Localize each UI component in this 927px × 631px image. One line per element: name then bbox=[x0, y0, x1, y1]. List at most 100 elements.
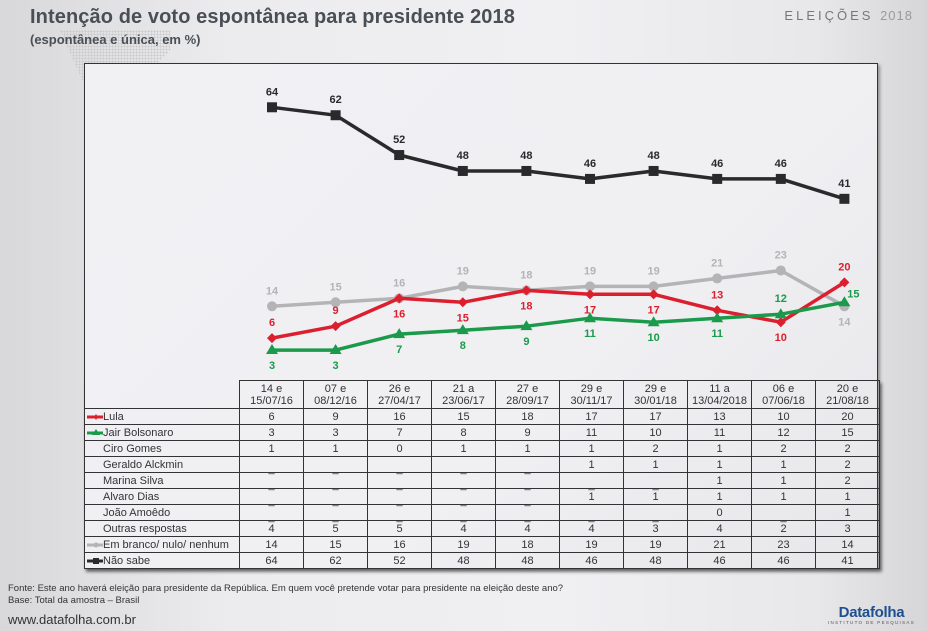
cell-value: 15 bbox=[329, 538, 342, 551]
data-point-diamond bbox=[839, 277, 850, 288]
no-data-dash: _ bbox=[652, 478, 659, 491]
table-cell: 23 bbox=[751, 536, 816, 553]
cell-value: 46 bbox=[777, 554, 790, 567]
cell-value: 4 bbox=[460, 522, 467, 535]
date-range-start: 29 e bbox=[644, 382, 667, 395]
cell-value: 7 bbox=[396, 426, 403, 439]
cell-value: 46 bbox=[713, 554, 726, 567]
data-label: 15 bbox=[847, 288, 859, 300]
no-data-dash: _ bbox=[396, 478, 403, 491]
data-point-square bbox=[267, 102, 277, 113]
table-cell: 5 bbox=[367, 520, 432, 537]
table-cell: _ bbox=[623, 504, 688, 523]
table-cell: 1 bbox=[687, 440, 752, 457]
table-cell: 4 bbox=[559, 520, 624, 537]
table-cell: 3 bbox=[815, 520, 880, 537]
table-cell: 15 bbox=[303, 536, 368, 553]
date-range-start: 14 e bbox=[260, 382, 283, 395]
table-cell: 1 bbox=[559, 456, 624, 473]
table-row: Marina Silva _ _ _ _ _ _ _ 1 1 2 bbox=[84, 472, 880, 491]
table-row: Ciro Gomes 1 1 0 1 1 1 2 1 2 2 bbox=[84, 440, 880, 457]
table-cell: 1 bbox=[431, 440, 496, 457]
row-label-cell: Ciro Gomes bbox=[84, 440, 240, 457]
table-cell: _ bbox=[239, 472, 304, 491]
data-point-triangle bbox=[838, 296, 851, 307]
cell-value: 48 bbox=[457, 554, 470, 567]
no-data-dash: _ bbox=[588, 510, 595, 523]
website-link[interactable]: www.datafolha.com.br bbox=[8, 612, 136, 627]
column-header-date: 26 e 27/04/17 bbox=[367, 380, 432, 409]
table-cell: 14 bbox=[815, 536, 880, 553]
no-data-dash: _ bbox=[332, 510, 339, 523]
cell-value: 15 bbox=[457, 410, 470, 423]
data-label: 52 bbox=[393, 134, 405, 146]
row-label-cell: João Amoêdo bbox=[84, 504, 240, 521]
series-bolsonaro: 3 3 7 8 9 11 10 11 12 15 bbox=[266, 288, 860, 372]
cell-value: 21 bbox=[713, 538, 726, 551]
cell-value: 10 bbox=[649, 426, 662, 439]
data-point-diamond bbox=[457, 297, 468, 308]
data-table: 14 e 15/07/16 07 e 08/12/16 26 e 27/04/17 21 a… bbox=[84, 380, 880, 569]
table-cell: 18 bbox=[495, 408, 560, 425]
table-cell: _ bbox=[751, 504, 816, 523]
data-label: 7 bbox=[396, 344, 402, 356]
table-row: Outras respostas 4 5 5 4 4 4 3 4 2 3 bbox=[84, 520, 880, 537]
cell-value: 1 bbox=[780, 474, 787, 487]
data-label: 10 bbox=[775, 332, 787, 344]
column-header-date: 06 e 07/06/18 bbox=[751, 380, 816, 409]
table-cell: 1 bbox=[687, 488, 752, 505]
data-point-triangle bbox=[456, 324, 469, 335]
cell-value: 15 bbox=[841, 426, 854, 439]
cell-value: 4 bbox=[716, 522, 723, 535]
no-data-dash: _ bbox=[524, 494, 531, 507]
chart-subtitle: (espontânea e única, em %) bbox=[30, 32, 201, 47]
row-label-cell: Lula bbox=[84, 408, 240, 425]
table-header-row: 14 e 15/07/16 07 e 08/12/16 26 e 27/04/17 21 a… bbox=[84, 380, 880, 409]
data-point-triangle bbox=[520, 320, 533, 331]
table-cell: _ bbox=[623, 472, 688, 491]
chart-title: Intenção de voto espontânea para preside… bbox=[30, 6, 515, 28]
cell-value: 5 bbox=[396, 522, 403, 535]
cell-value: 19 bbox=[457, 538, 470, 551]
cell-value: 17 bbox=[649, 410, 662, 423]
cell-value: 41 bbox=[841, 554, 854, 567]
series-line bbox=[272, 300, 845, 352]
date-range-end: 08/12/16 bbox=[314, 394, 357, 407]
cell-value: 64 bbox=[265, 554, 278, 567]
data-point-circle bbox=[585, 281, 595, 292]
table-cell: _ bbox=[431, 504, 496, 523]
table-cell: _ bbox=[431, 456, 496, 475]
table-cell: 10 bbox=[751, 408, 816, 425]
cell-value: 2 bbox=[844, 442, 851, 455]
table-cell: 1 bbox=[751, 456, 816, 473]
data-point-diamond bbox=[775, 317, 786, 328]
table-cell: 13 bbox=[687, 408, 752, 425]
data-point-circle bbox=[457, 281, 468, 292]
data-point-circle bbox=[775, 265, 786, 276]
table-cell: 0 bbox=[367, 440, 432, 457]
row-label: Lula bbox=[103, 410, 124, 423]
column-header-date: 14 e 15/07/16 bbox=[239, 380, 304, 409]
date-range-end: 27/04/17 bbox=[378, 394, 421, 407]
cell-value: 1 bbox=[716, 490, 723, 503]
elections-brand: ELEIÇÕES 2018 bbox=[784, 8, 913, 23]
table-cell: 1 bbox=[623, 456, 688, 473]
no-data-dash: _ bbox=[332, 478, 339, 491]
data-point-triangle bbox=[266, 344, 278, 355]
cell-value: 9 bbox=[332, 410, 339, 423]
date-range-start: 06 e bbox=[772, 382, 795, 395]
data-point-square bbox=[585, 173, 595, 184]
table-cell: _ bbox=[431, 488, 496, 507]
data-point-circle bbox=[648, 281, 659, 292]
table-row: Jair Bolsonaro 3 3 7 8 9 11 10 11 12 15 bbox=[84, 424, 880, 441]
data-point-square bbox=[521, 165, 532, 176]
data-label: 48 bbox=[457, 150, 469, 162]
table-cell: 4 bbox=[687, 520, 752, 537]
cell-value: 1 bbox=[588, 442, 595, 455]
table-cell: 0 bbox=[687, 504, 752, 521]
table-cell: 1 bbox=[495, 440, 560, 457]
column-header-date: 29 e 30/11/17 bbox=[559, 380, 624, 409]
cell-value: 1 bbox=[844, 506, 851, 519]
data-point-diamond bbox=[648, 289, 659, 300]
table-cell: 16 bbox=[367, 408, 432, 425]
